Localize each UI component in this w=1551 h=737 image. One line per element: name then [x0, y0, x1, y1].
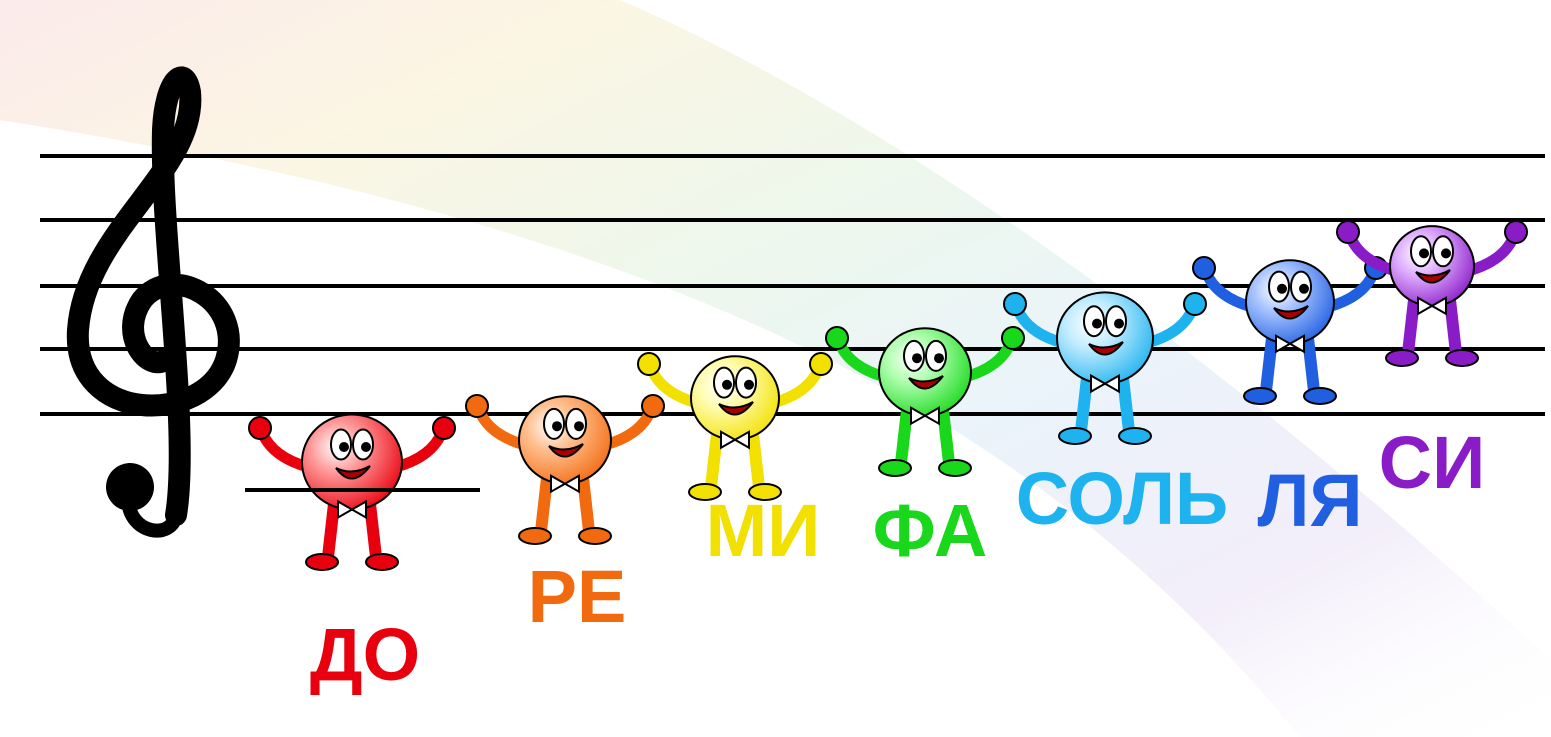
foot	[578, 527, 612, 545]
mouth	[335, 465, 371, 480]
bow-tie	[1417, 296, 1447, 316]
leg	[895, 404, 955, 469]
hand	[1336, 220, 1360, 244]
bow-tie	[1090, 373, 1120, 394]
note-character	[825, 326, 1025, 477]
foot	[1445, 349, 1479, 367]
body	[878, 327, 972, 417]
hand	[1192, 256, 1216, 280]
bow-tie	[337, 499, 367, 520]
pupil	[1441, 248, 1451, 259]
foot	[1385, 349, 1419, 367]
body	[1056, 291, 1154, 385]
foot	[878, 459, 912, 477]
hand	[1183, 292, 1207, 316]
pupil	[1277, 283, 1287, 294]
note-character	[1003, 291, 1207, 445]
body	[1389, 225, 1475, 307]
note-character	[1336, 220, 1528, 367]
mouth	[908, 375, 944, 390]
pupil	[722, 379, 732, 390]
hand	[1001, 326, 1025, 350]
foot	[688, 483, 722, 501]
hand	[1504, 220, 1528, 244]
treble-clef	[66, 66, 240, 538]
foot	[1058, 427, 1092, 445]
note-label: ДО	[310, 613, 420, 696]
pupil	[1299, 283, 1309, 294]
hand	[465, 394, 489, 418]
pupil	[1114, 318, 1124, 329]
hand	[432, 416, 456, 440]
note-label: РЕ	[528, 555, 627, 638]
foot	[748, 483, 782, 501]
foot	[305, 553, 339, 571]
foot	[1303, 387, 1337, 405]
pupil	[744, 379, 754, 390]
pupil	[361, 442, 371, 452]
hand	[1003, 292, 1027, 316]
leg	[705, 428, 765, 493]
mouth	[1088, 341, 1124, 356]
hand	[637, 352, 661, 376]
note-label: СИ	[1379, 421, 1486, 504]
bow-tie	[720, 430, 750, 450]
note-label: ФА	[873, 489, 988, 572]
body	[690, 355, 780, 441]
body	[1245, 259, 1335, 345]
note-label: СОЛЬ	[1016, 457, 1228, 540]
bow-tie	[1275, 334, 1305, 354]
characters	[248, 220, 1528, 571]
note-character	[465, 394, 665, 545]
mouth	[718, 401, 754, 416]
note-character	[1192, 256, 1388, 405]
leg	[1260, 332, 1320, 397]
leg	[1075, 372, 1135, 437]
foot	[1118, 427, 1152, 445]
pupil	[552, 421, 562, 432]
hand	[809, 352, 833, 376]
note-character	[248, 413, 456, 571]
bow-tie	[550, 473, 580, 494]
leg	[1402, 294, 1462, 359]
body	[301, 413, 403, 511]
leg	[535, 472, 595, 537]
pupil	[912, 353, 922, 364]
body	[518, 395, 612, 485]
labels: ДО РЕ МИ ФА СОЛЬ ЛЯ СИ	[310, 421, 1485, 696]
hand	[641, 394, 665, 418]
mouth	[1273, 305, 1309, 320]
pupil	[574, 421, 584, 432]
note-label: ЛЯ	[1257, 459, 1362, 542]
mouth	[548, 443, 584, 458]
pupil	[934, 353, 944, 364]
foot	[518, 527, 552, 545]
leg	[322, 498, 382, 563]
hand	[248, 416, 272, 440]
hand	[825, 326, 849, 350]
bow-tie	[910, 405, 940, 426]
note-label: МИ	[706, 489, 821, 572]
pupil	[1092, 318, 1102, 329]
pupil	[1419, 248, 1429, 259]
foot	[1243, 387, 1277, 405]
mouth	[1415, 269, 1451, 284]
pupil	[339, 442, 349, 452]
foot	[365, 553, 399, 571]
note-character	[637, 352, 833, 501]
foot	[938, 459, 972, 477]
